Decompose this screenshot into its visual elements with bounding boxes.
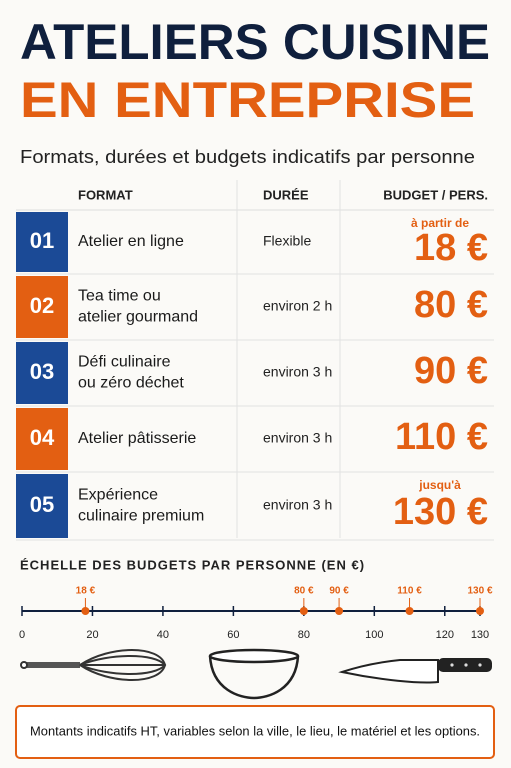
marker-label: 90 € xyxy=(329,586,349,597)
knife-icon xyxy=(338,658,492,684)
whisk-icon xyxy=(20,649,167,681)
row-number: 01 xyxy=(30,228,54,253)
tick-label: 0 xyxy=(19,629,25,641)
budget-text: 130 € xyxy=(393,491,488,533)
number-box xyxy=(16,474,68,538)
duration-text: environ 2 h xyxy=(263,298,332,314)
budget-note: jusqu'à xyxy=(418,478,461,492)
tick-label: 130 xyxy=(471,629,489,641)
duration-text: environ 3 h xyxy=(263,497,332,513)
title-line-2: EN ENTREPRISE xyxy=(20,72,475,128)
marker-dot xyxy=(299,607,308,615)
column-header: BUDGET / PERS. xyxy=(383,187,488,202)
column-header: DURÉE xyxy=(263,187,309,202)
tick-label: 120 xyxy=(436,629,454,641)
number-box xyxy=(16,408,68,470)
tick-label: 20 xyxy=(86,629,98,641)
title-line-1: ATELIERS CUISINE xyxy=(20,14,490,70)
tick-label: 60 xyxy=(227,629,239,641)
number-box xyxy=(16,212,68,272)
bowl-icon xyxy=(208,648,300,700)
scale-title: ÉCHELLE DES BUDGETS PAR PERSONNE (EN €) xyxy=(20,557,365,572)
format-text: culinaire premium xyxy=(78,508,204,525)
footer-note: Montants indicatifs HT, variables selon … xyxy=(30,723,480,738)
column-header: FORMAT xyxy=(78,187,133,202)
marker-dot xyxy=(81,607,90,615)
duration-text: Flexible xyxy=(263,233,311,249)
number-box xyxy=(16,276,68,338)
marker-label: 80 € xyxy=(294,586,314,597)
marker-dot xyxy=(405,607,414,615)
format-text: Expérience xyxy=(78,487,158,504)
marker-dot xyxy=(476,607,484,615)
budget-text: 110 € xyxy=(395,416,488,458)
format-text: atelier gourmand xyxy=(78,309,198,326)
number-box xyxy=(16,342,68,404)
footer-box xyxy=(15,705,495,759)
tick-label: 100 xyxy=(365,629,383,641)
budget-note: à partir de xyxy=(411,216,469,230)
subtitle: Formats, durées et budgets indicatifs pa… xyxy=(20,147,475,167)
row-number: 03 xyxy=(30,359,54,384)
duration-text: environ 3 h xyxy=(263,364,332,380)
marker-label: 18 € xyxy=(76,586,96,597)
tick-label: 40 xyxy=(157,629,169,641)
row-number: 02 xyxy=(30,293,54,318)
budget-text: 18 € xyxy=(414,227,488,269)
format-text: Tea time ou xyxy=(78,288,161,305)
budget-text: 80 € xyxy=(414,284,488,326)
marker-dot xyxy=(335,607,344,615)
format-text: Atelier en ligne xyxy=(78,233,184,250)
marker-label: 110 € xyxy=(397,586,422,597)
format-text: Défi culinaire xyxy=(78,354,171,371)
marker-label: 130 € xyxy=(467,586,492,597)
duration-text: environ 3 h xyxy=(263,430,332,446)
format-text: ou zéro déchet xyxy=(78,375,184,392)
tick-label: 80 xyxy=(298,629,310,641)
budget-text: 90 € xyxy=(414,350,488,392)
row-number: 04 xyxy=(30,425,55,450)
row-number: 05 xyxy=(30,492,54,517)
format-text: Atelier pâtisserie xyxy=(78,430,196,447)
